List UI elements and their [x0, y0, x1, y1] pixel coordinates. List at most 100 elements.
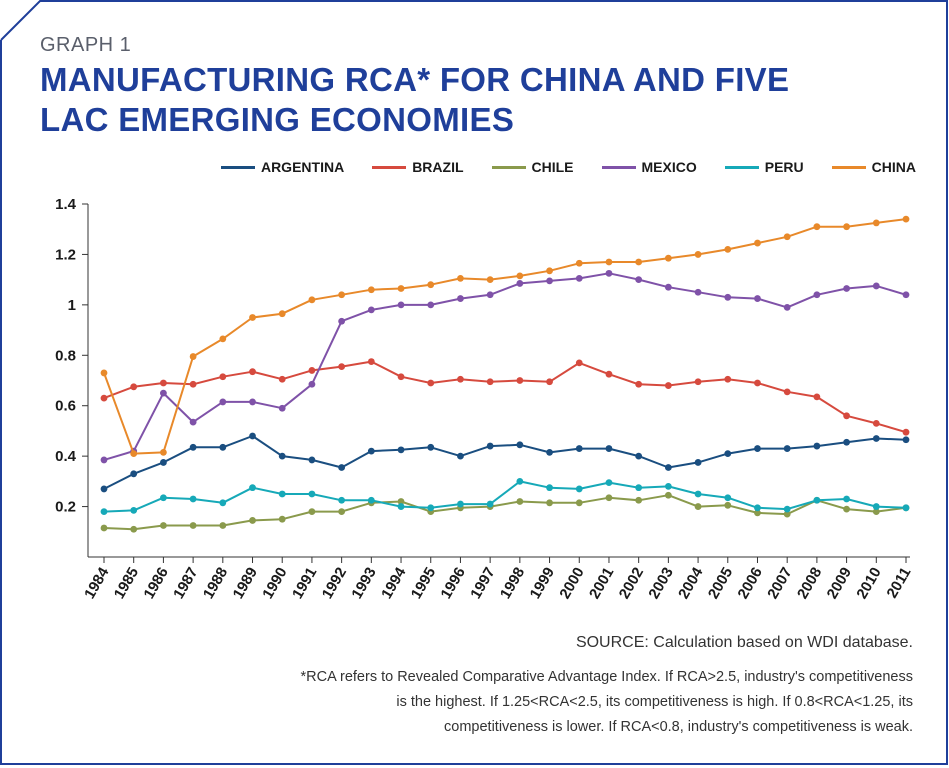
y-tick-label: 1.2 — [55, 246, 76, 263]
data-point-brazil — [635, 380, 643, 388]
legend-item-mexico: MEXICO — [601, 159, 697, 175]
data-point-chile — [308, 508, 316, 516]
data-point-peru — [219, 499, 227, 507]
x-tick-label: 1990 — [259, 565, 290, 602]
data-point-mexico — [278, 404, 286, 412]
data-point-mexico — [160, 389, 167, 397]
x-tick-label: 1994 — [378, 564, 410, 602]
data-point-mexico — [902, 291, 910, 299]
data-point-argentina — [694, 459, 702, 466]
data-point-mexico — [754, 295, 761, 302]
data-point-brazil — [813, 393, 821, 401]
data-point-china — [278, 310, 286, 318]
data-point-china — [902, 215, 910, 223]
data-point-argentina — [575, 445, 583, 452]
data-point-mexico — [189, 418, 197, 426]
data-point-brazil — [367, 358, 375, 365]
data-point-argentina — [397, 446, 405, 454]
data-point-peru — [338, 496, 346, 504]
y-tick-label: 1 — [68, 297, 76, 314]
x-tick-label: 2009 — [824, 565, 855, 602]
legend: ARGENTINA BRAZIL CHILE MEXICO PERU CHINA — [220, 156, 916, 178]
x-tick-label: 1991 — [289, 565, 320, 602]
data-point-peru — [664, 483, 672, 490]
x-tick-label: 2007 — [764, 565, 795, 602]
data-point-peru — [575, 485, 583, 493]
data-point-mexico — [813, 291, 821, 299]
footnote-line1: *RCA refers to Revealed Comparative Adva… — [300, 669, 913, 685]
series-line-peru — [103, 480, 907, 513]
series-line-argentina — [103, 435, 907, 490]
data-point-china — [219, 335, 227, 343]
data-point-chile — [754, 509, 761, 517]
data-point-chile — [843, 505, 850, 513]
data-point-china — [546, 267, 553, 275]
data-point-mexico — [694, 288, 702, 296]
data-point-chile — [397, 498, 405, 505]
data-point-argentina — [367, 447, 375, 455]
data-point-peru — [457, 500, 464, 508]
data-point-peru — [843, 495, 850, 503]
series-line-china — [103, 218, 907, 455]
data-point-brazil — [902, 428, 910, 436]
data-point-china — [694, 251, 702, 258]
data-point-argentina — [872, 435, 880, 442]
data-point-peru — [397, 503, 405, 510]
data-point-china — [367, 286, 375, 294]
x-tick-label: 1993 — [348, 565, 379, 602]
data-point-mexico — [457, 295, 464, 302]
data-point-china — [308, 296, 316, 304]
data-point-brazil — [160, 379, 167, 387]
x-tick-label: 1997 — [467, 565, 498, 602]
data-point-brazil — [397, 373, 405, 381]
data-point-brazil — [308, 367, 316, 374]
x-tick-label: 1989 — [230, 565, 261, 602]
series-line-brazil — [103, 360, 907, 434]
data-point-brazil — [605, 370, 613, 378]
data-point-china — [872, 219, 880, 227]
data-point-peru — [367, 496, 375, 504]
data-point-argentina — [160, 459, 167, 466]
legend-swatch-china — [831, 165, 866, 169]
data-point-china — [338, 291, 346, 299]
x-tick-label: 2011 — [883, 565, 914, 602]
data-point-argentina — [278, 452, 286, 460]
legend-swatch-peru — [724, 165, 759, 169]
x-tick-label: 2006 — [735, 565, 766, 602]
data-point-peru — [902, 504, 910, 512]
data-point-china — [249, 314, 256, 321]
chart-title-line2: LAC EMERGING ECONOMIES — [40, 101, 515, 138]
data-point-chile — [189, 522, 197, 529]
data-point-peru — [130, 506, 138, 514]
data-point-argentina — [189, 443, 197, 451]
data-point-brazil — [516, 377, 524, 384]
legend-label-china: CHINA — [871, 159, 916, 175]
legend-label-brazil: BRAZIL — [412, 159, 464, 175]
data-point-chile — [872, 508, 880, 516]
data-point-chile — [249, 517, 256, 524]
data-point-brazil — [546, 378, 553, 386]
data-point-china — [664, 254, 672, 262]
data-point-mexico — [338, 317, 346, 325]
legend-swatch-chile — [491, 165, 526, 169]
y-tick-label: 0.6 — [55, 398, 76, 415]
x-tick-label: 1999 — [527, 565, 558, 602]
legend-label-peru: PERU — [764, 159, 804, 175]
data-point-argentina — [605, 445, 613, 452]
x-tick-label: 2008 — [794, 565, 825, 602]
x-tick-label: 1992 — [319, 565, 350, 602]
data-point-china — [516, 272, 524, 280]
data-point-china — [160, 448, 167, 456]
data-point-china — [605, 258, 613, 266]
x-tick-label: 2010 — [853, 565, 884, 602]
footnote: *RCA refers to Revealed Comparative Adva… — [213, 665, 913, 740]
data-point-peru — [100, 508, 108, 516]
data-point-peru — [783, 505, 791, 513]
legend-swatch-mexico — [601, 165, 636, 169]
data-point-argentina — [546, 448, 553, 456]
data-point-brazil — [249, 368, 256, 376]
data-point-chile — [575, 499, 583, 507]
data-point-argentina — [813, 442, 821, 450]
data-point-argentina — [724, 450, 732, 458]
data-point-brazil — [724, 375, 732, 383]
